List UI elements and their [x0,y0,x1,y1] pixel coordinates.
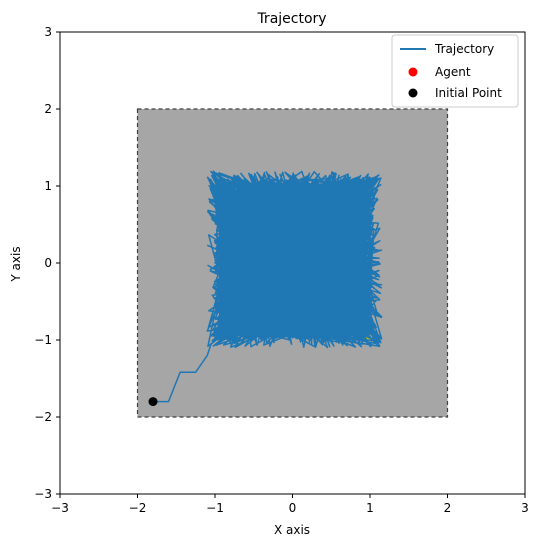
y-tick-label-1: −2 [34,410,52,424]
plot-area: −3 −2 −1 0 1 2 3 −3 −2 −1 0 1 2 3 [34,25,529,515]
legend-initial-point-swatch [408,88,418,98]
initial-point-marker [148,397,158,407]
x-tick-label-4: 1 [366,501,374,515]
legend-initial-point-label: Initial Point [435,86,502,100]
x-tick-label-5: 2 [444,501,452,515]
x-tick-label-1: −2 [129,501,147,515]
x-tick-label-0: −3 [51,501,69,515]
legend-trajectory-label: Trajectory [434,42,494,56]
y-tick-label-3: 0 [44,256,52,270]
trajectory-core-fill [218,189,367,337]
x-tick-label-3: 0 [289,501,297,515]
legend-agent-swatch [408,67,418,77]
x-tick-label-6: 3 [521,501,529,515]
x-axis-label: X axis [274,523,310,537]
y-tick-label-0: −3 [34,487,52,501]
legend-agent-label: Agent [435,65,471,79]
y-tick-label-6: 3 [44,25,52,39]
y-axis-label: Y axis [9,246,23,282]
y-tick-label-5: 2 [44,102,52,116]
chart-title: Trajectory [256,11,326,27]
y-tick-label-2: −1 [34,333,52,347]
y-tick-label-4: 1 [44,179,52,193]
legend-box [391,34,519,108]
legend: Trajectory Agent Initial Point [391,34,519,108]
x-tick-label-2: −1 [206,501,224,515]
